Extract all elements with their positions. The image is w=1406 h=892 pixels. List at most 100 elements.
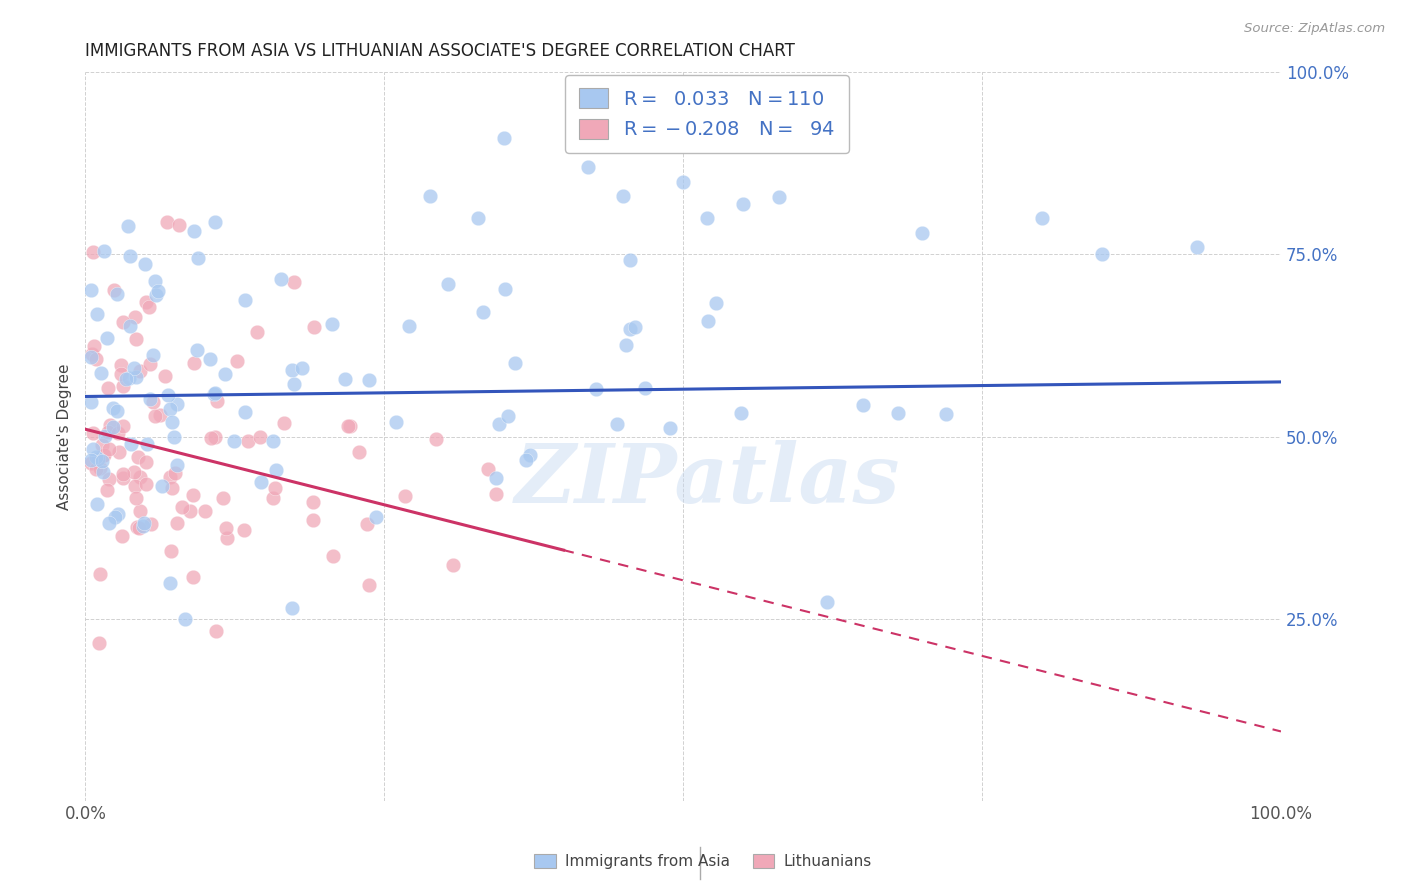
Point [115, 371, 138, 385]
Point [145, 287, 167, 301]
Point [111, 467, 134, 481]
Point [150, 479, 173, 493]
Point [159, 401, 181, 416]
Point [93, 429, 115, 443]
Point [186, 343, 208, 358]
Point [132, 518, 155, 533]
Point [91, 448, 114, 462]
Point [101, 420, 124, 434]
Point [139, 392, 162, 406]
Point [111, 419, 134, 434]
Point [80, 283, 103, 297]
Point [696, 211, 718, 225]
Point [162, 415, 184, 429]
Point [82, 244, 104, 259]
Point [129, 470, 152, 484]
Point [333, 372, 356, 386]
Point [142, 348, 165, 362]
Point [273, 417, 295, 431]
Point [170, 500, 193, 514]
Point [494, 282, 516, 296]
Point [614, 338, 637, 352]
Point [194, 504, 217, 518]
Point [107, 287, 129, 301]
Point [851, 398, 873, 412]
Point [93, 244, 115, 258]
Point [519, 448, 541, 462]
Point [120, 437, 142, 451]
Point [212, 491, 235, 505]
Point [321, 318, 343, 332]
Point [226, 354, 249, 368]
Point [624, 320, 647, 334]
Point [283, 377, 305, 392]
Point [105, 403, 128, 417]
Point [135, 455, 157, 469]
Point [129, 364, 152, 378]
Point [97, 472, 120, 486]
Point [472, 305, 495, 319]
Point [167, 219, 190, 233]
Point [120, 319, 142, 334]
Point [132, 516, 155, 530]
Point [187, 251, 209, 265]
Point [89, 566, 111, 581]
Point [301, 513, 323, 527]
Point [139, 517, 162, 532]
Point [89, 460, 111, 475]
Point [103, 284, 125, 298]
Point [159, 544, 181, 558]
Point [80, 351, 103, 365]
Point [270, 272, 292, 286]
Point [291, 361, 314, 376]
Point [322, 549, 344, 564]
Point [281, 362, 304, 376]
Point [125, 370, 148, 384]
Point [90, 438, 112, 452]
Point [82, 347, 104, 361]
Point [233, 293, 256, 307]
Point [249, 430, 271, 444]
Point [263, 481, 285, 495]
Point [233, 523, 256, 537]
Point [576, 160, 599, 174]
Point [111, 471, 134, 485]
Point [1031, 211, 1053, 225]
Point [160, 481, 183, 495]
Point [111, 528, 134, 542]
Point [96, 331, 118, 345]
Point [104, 510, 127, 524]
Point [127, 450, 149, 464]
Point [112, 379, 135, 393]
Point [122, 360, 145, 375]
Point [90, 366, 112, 380]
Point [82, 426, 104, 441]
Point [356, 516, 378, 531]
Point [612, 189, 634, 203]
Point [488, 417, 510, 431]
Point [87, 452, 110, 467]
Point [142, 395, 165, 409]
Point [467, 211, 489, 225]
Point [815, 595, 838, 609]
Point [156, 387, 179, 401]
Point [84, 450, 107, 465]
Point [492, 131, 515, 145]
Point [911, 226, 934, 240]
Text: ZIPatlas: ZIPatlas [515, 441, 900, 520]
Point [139, 358, 162, 372]
Point [135, 437, 157, 451]
Point [696, 314, 718, 328]
Point [222, 434, 245, 448]
Point [441, 558, 464, 573]
Point [202, 387, 225, 401]
Point [349, 444, 371, 458]
Point [619, 321, 641, 335]
Point [496, 409, 519, 423]
Point [82, 442, 104, 456]
Point [394, 489, 416, 503]
Point [148, 285, 170, 299]
Point [419, 189, 441, 203]
Point [337, 418, 360, 433]
Point [124, 479, 146, 493]
